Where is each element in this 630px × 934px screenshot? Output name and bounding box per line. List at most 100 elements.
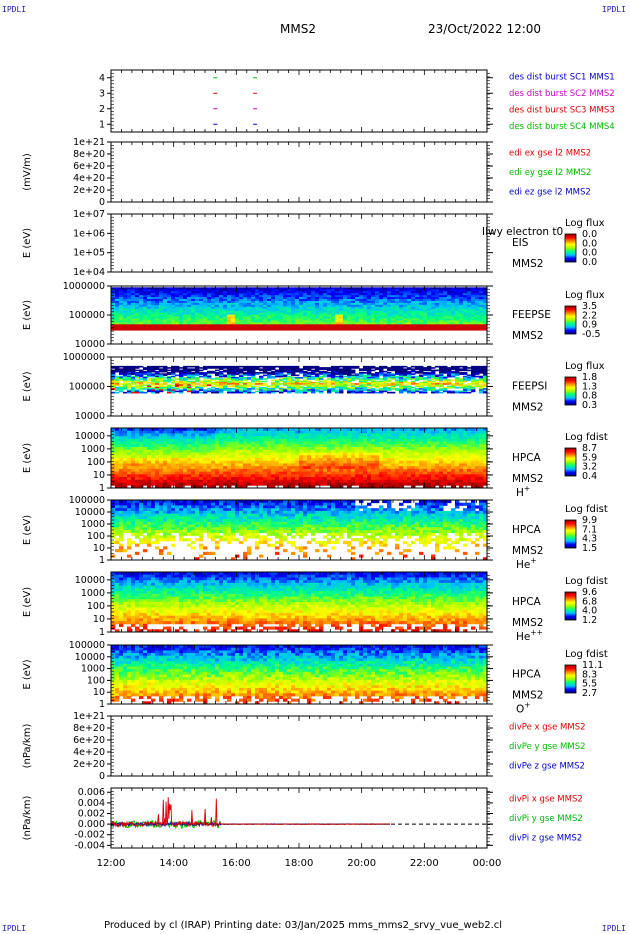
heatmap-cell <box>443 326 448 329</box>
heatmap-cell <box>195 385 200 388</box>
heatmap-cell <box>243 297 248 300</box>
heatmap-cell <box>171 310 176 314</box>
heatmap-cell <box>227 436 232 440</box>
heatmap-cell <box>283 326 288 329</box>
heatmap-cell <box>111 297 116 300</box>
heatmap-cell <box>455 381 460 384</box>
heatmap-cell <box>451 386 456 389</box>
legend-entry: edi ey gse l2 MMS2 <box>509 168 591 178</box>
heatmap-cell <box>119 306 124 310</box>
heatmap-cell <box>363 316 368 319</box>
heatmap-cell <box>159 375 164 378</box>
heatmap-cell <box>127 324 132 327</box>
heatmap-cell <box>171 314 176 317</box>
heatmap-cell <box>467 314 472 317</box>
heatmap-cell <box>339 373 344 375</box>
heatmap-cell <box>183 310 188 314</box>
heatmap-cell <box>323 388 328 390</box>
heatmap-cell <box>143 441 148 445</box>
heatmap-cell <box>299 383 304 385</box>
heatmap-cell <box>371 293 376 296</box>
heatmap-cell <box>183 316 188 319</box>
heatmap-cell <box>475 293 480 296</box>
heatmap-cell <box>315 447 320 451</box>
heatmap-cell <box>283 438 288 443</box>
heatmap-cell <box>143 300 148 304</box>
heatmap-cell <box>295 474 300 478</box>
heatmap-cell <box>291 328 296 331</box>
heatmap-cell <box>203 299 208 302</box>
heatmap-cell <box>211 310 216 314</box>
heatmap-cell <box>439 383 444 385</box>
colorbar-tick-label: 0.8 <box>582 391 597 402</box>
heatmap-cell <box>175 455 180 459</box>
heatmap-cell <box>455 304 460 308</box>
heatmap-cell <box>383 318 388 321</box>
heatmap-cell <box>199 304 204 308</box>
heatmap-cell <box>255 312 260 315</box>
heatmap-cell <box>235 304 240 308</box>
y-tick-label: 10000 <box>75 411 105 422</box>
heatmap-cell <box>299 324 304 327</box>
heatmap-cell <box>119 468 124 473</box>
heatmap-cell <box>255 436 260 440</box>
heatmap-cell <box>207 384 212 387</box>
heatmap-cell <box>315 324 320 327</box>
heatmap-cell <box>307 385 312 388</box>
heatmap-cell <box>151 316 156 319</box>
heatmap-cell <box>359 291 364 294</box>
heatmap-cell <box>291 312 296 315</box>
heatmap-cell <box>291 449 296 453</box>
heatmap-cell <box>427 287 432 290</box>
heatmap-cell <box>179 384 184 387</box>
heatmap-cell <box>243 385 248 388</box>
heatmap-cell <box>387 312 392 315</box>
heatmap-cell <box>395 369 400 372</box>
heatmap-cell <box>275 479 280 483</box>
heatmap-cell <box>119 460 124 464</box>
heatmap-cell <box>159 447 164 451</box>
heatmap-cell <box>215 306 220 310</box>
heatmap-cell <box>203 391 208 394</box>
heatmap-cell <box>339 390 344 393</box>
heatmap-cell <box>183 479 188 483</box>
heatmap-cell <box>187 384 192 387</box>
heatmap-cell <box>443 388 448 390</box>
heatmap-cell <box>295 436 300 440</box>
heatmap-cell <box>255 471 260 475</box>
heatmap-cell <box>443 314 448 317</box>
heatmap-cell <box>331 368 336 370</box>
heatmap-cell <box>323 287 328 290</box>
heatmap-cell <box>279 380 284 383</box>
heatmap-cell <box>315 297 320 300</box>
heatmap-cell <box>223 308 228 312</box>
heatmap-cell <box>399 291 404 294</box>
heatmap-cell <box>215 304 220 308</box>
heatmap-cell <box>475 312 480 315</box>
heatmap-cell <box>195 438 200 443</box>
heatmap-cell <box>263 479 268 483</box>
heatmap-cell <box>439 295 444 298</box>
heatmap-cell <box>127 308 132 312</box>
heatmap-cell <box>451 384 456 387</box>
heatmap-cell <box>127 368 132 370</box>
heatmap-cell <box>223 322 228 325</box>
heatmap-cell <box>175 326 180 329</box>
heatmap-cell <box>115 306 120 310</box>
heatmap-cell <box>423 367 428 369</box>
heatmap-cell <box>463 386 468 389</box>
heatmap-cell <box>215 381 220 384</box>
heatmap-cell <box>203 306 208 310</box>
heatmap-cell <box>155 368 160 370</box>
heatmap-cell <box>323 441 328 445</box>
heatmap-cell <box>315 328 320 331</box>
heatmap-cell <box>431 370 436 373</box>
heatmap-cell <box>139 391 144 394</box>
heatmap-cell <box>247 365 252 368</box>
heatmap-cell <box>247 300 252 304</box>
heatmap-cell <box>271 436 276 440</box>
heatmap-cell <box>315 452 320 456</box>
heatmap-cell <box>155 383 160 385</box>
heatmap-cell <box>283 383 288 385</box>
heatmap-cell <box>143 381 148 384</box>
